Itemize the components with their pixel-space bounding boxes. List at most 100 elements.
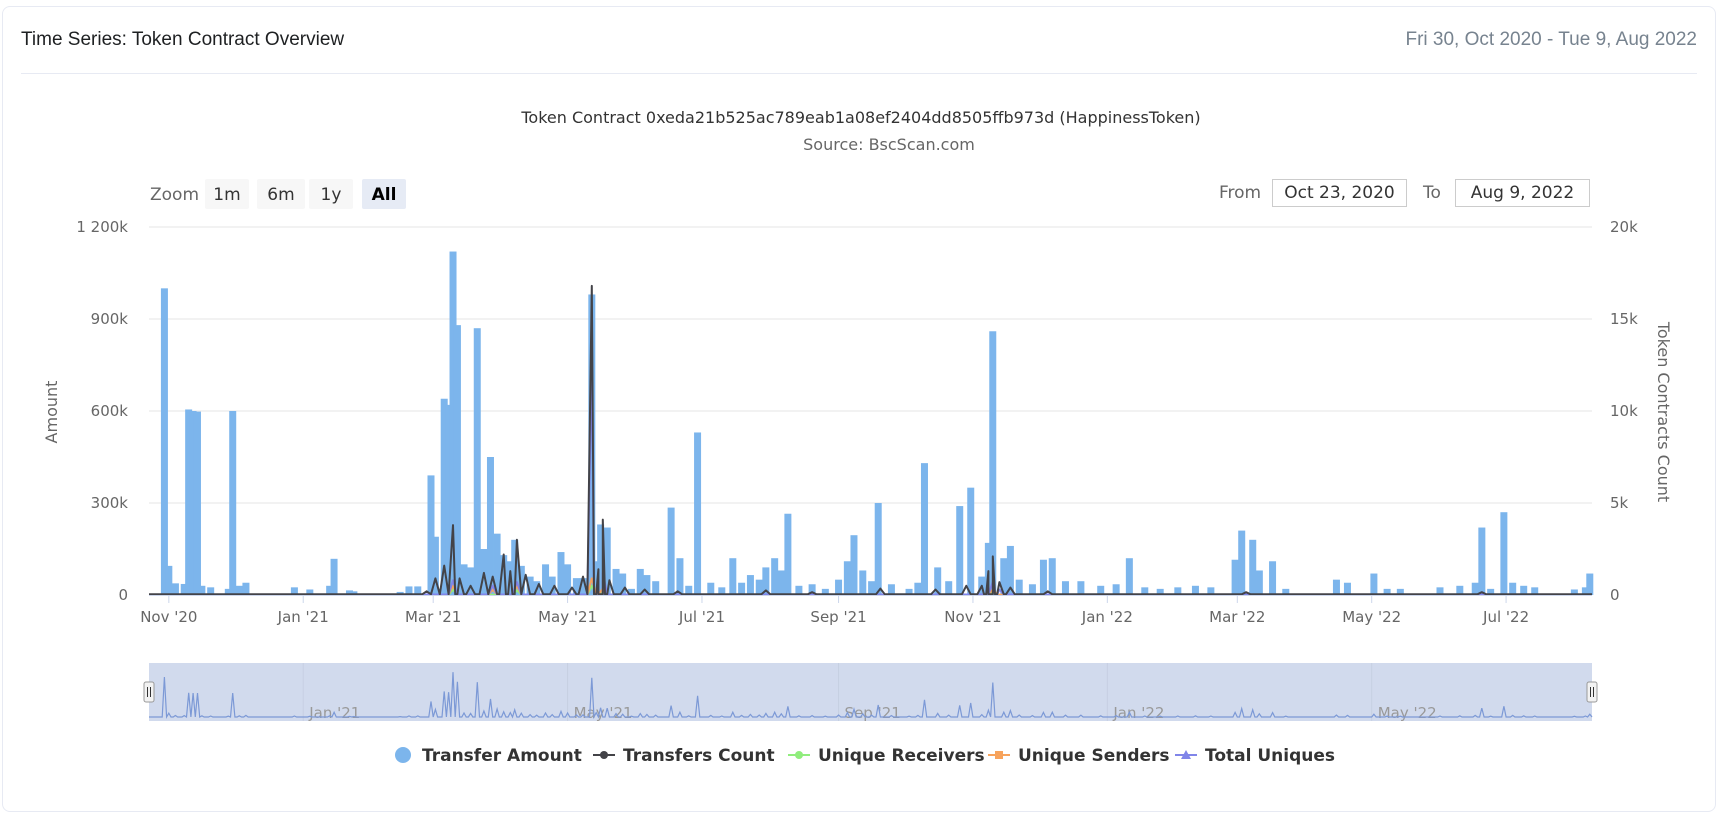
legend-item-unique-senders[interactable]: Unique Senders [988, 746, 1170, 766]
transfer-amount-bar[interactable] [1370, 573, 1378, 595]
transfer-amount-bar[interactable] [1048, 558, 1056, 595]
navigator-handle-left[interactable] [143, 681, 155, 703]
zoom-button-all[interactable]: All [362, 179, 406, 209]
transfer-amount-bar[interactable] [1471, 582, 1479, 595]
transfer-amount-bar[interactable] [1231, 559, 1239, 595]
transfer-amount-bar[interactable] [564, 564, 572, 595]
transfer-amount-bar[interactable] [526, 576, 534, 595]
transfer-amount-bar[interactable] [1077, 581, 1085, 595]
transfer-amount-bar[interactable] [619, 573, 627, 595]
transfer-amount-bar[interactable] [350, 591, 358, 595]
transfer-amount-bar[interactable] [1156, 588, 1164, 595]
transfer-amount-bar[interactable] [1141, 587, 1149, 595]
transfer-amount-bar[interactable] [486, 457, 494, 595]
to-date-input[interactable]: Aug 9, 2022 [1455, 179, 1590, 207]
transfer-amount-bar[interactable] [729, 558, 737, 595]
transfer-amount-bar[interactable] [326, 585, 334, 595]
transfer-amount-bar[interactable] [542, 564, 550, 595]
navigator-handle-right[interactable] [1586, 681, 1598, 703]
transfer-amount-bar[interactable] [1282, 588, 1290, 595]
transfer-amount-bar[interactable] [934, 567, 942, 595]
transfer-amount-bar[interactable] [676, 558, 684, 595]
transfer-amount-bar[interactable] [603, 527, 611, 595]
total-uniques-line[interactable] [149, 358, 1592, 596]
legend-item-transfer-amount[interactable]: Transfer Amount [395, 746, 582, 766]
transfer-amount-bar[interactable] [1520, 585, 1528, 595]
transfer-amount-bar[interactable] [229, 411, 237, 595]
transfer-amount-bar[interactable] [345, 590, 353, 595]
transfer-amount-bar[interactable] [160, 288, 168, 595]
transfer-amount-bar[interactable] [859, 570, 867, 595]
transfer-amount-bar[interactable] [1531, 587, 1539, 595]
transfer-amount-bar[interactable] [1581, 587, 1589, 595]
transfer-amount-bar[interactable] [440, 398, 448, 595]
transfer-amount-bar[interactable] [636, 568, 644, 595]
transfer-amount-bar[interactable] [431, 536, 439, 595]
transfer-amount-bar[interactable] [473, 328, 481, 595]
transfer-amount-bar[interactable] [235, 585, 243, 595]
transfer-amount-bar[interactable] [517, 565, 525, 595]
transfer-amount-bar[interactable] [460, 564, 468, 595]
transfer-amount-bar[interactable] [945, 581, 953, 595]
transfer-amount-bar[interactable] [1456, 585, 1464, 595]
transfer-amount-bar[interactable] [835, 579, 843, 595]
transfer-amount-bar[interactable] [1249, 539, 1257, 595]
zoom-button-1m[interactable]: 1m [205, 179, 249, 209]
transfer-amount-bar[interactable] [868, 581, 876, 595]
transfer-amount-bar[interactable] [718, 587, 726, 595]
transfer-amount-bar[interactable] [557, 552, 565, 595]
transfer-amount-bar[interactable] [755, 579, 763, 595]
transfer-amount-bar[interactable] [1112, 584, 1120, 595]
transfer-amount-bar[interactable] [1570, 589, 1578, 595]
zoom-button-6m[interactable]: 6m [257, 179, 305, 209]
transfer-amount-bar[interactable] [738, 582, 746, 595]
transfer-amount-bar[interactable] [707, 582, 715, 595]
transfer-amount-bar[interactable] [189, 411, 197, 595]
transfer-amount-bar[interactable] [171, 583, 179, 595]
transfer-amount-bar[interactable] [1191, 585, 1199, 595]
transfer-amount-bar[interactable] [1174, 587, 1182, 595]
transfers-count-line[interactable] [149, 284, 1592, 596]
transfer-amount-bar[interactable] [445, 404, 453, 595]
legend-item-unique-receivers[interactable]: Unique Receivers [788, 746, 985, 766]
zoom-button-1y[interactable]: 1y [309, 179, 353, 209]
transfer-amount-bar[interactable] [1255, 570, 1263, 595]
transfer-amount-bar[interactable] [453, 325, 461, 595]
transfer-amount-bar[interactable] [746, 575, 754, 595]
transfer-amount-bar[interactable] [989, 331, 997, 595]
transfer-amount-bar[interactable] [1332, 579, 1340, 595]
transfer-amount-bar[interactable] [887, 584, 895, 595]
transfer-amount-bar[interactable] [643, 575, 651, 595]
transfer-amount-bar[interactable] [1396, 588, 1404, 595]
transfer-amount-bar[interactable] [762, 567, 770, 595]
transfer-amount-bar[interactable] [1478, 527, 1486, 595]
transfer-amount-bar[interactable] [1500, 512, 1508, 595]
transfer-amount-bar[interactable] [1000, 558, 1008, 595]
transfer-amount-bar[interactable] [592, 561, 600, 595]
transfer-amount-bar[interactable] [967, 487, 975, 595]
transfer-amount-bar[interactable] [1125, 558, 1133, 595]
transfer-amount-bar[interactable] [185, 409, 193, 595]
transfer-amount-bar[interactable] [493, 533, 501, 595]
transfer-amount-bar[interactable] [180, 583, 188, 595]
transfer-amount-bar[interactable] [1383, 588, 1391, 595]
transfer-amount-bar[interactable] [414, 586, 422, 595]
transfer-amount-bar[interactable] [1028, 584, 1036, 595]
transfer-amount-bar[interactable] [1207, 587, 1215, 595]
transfer-amount-bar[interactable] [874, 503, 882, 595]
transfer-amount-bar[interactable] [694, 432, 702, 595]
transfer-amount-bar[interactable] [1006, 545, 1014, 595]
transfer-amount-bar[interactable] [449, 251, 457, 596]
transfer-amount-bar[interactable] [548, 576, 556, 595]
transfer-amount-bar[interactable] [984, 542, 992, 595]
transfer-amount-bar[interactable] [579, 578, 587, 595]
transfer-amount-bar[interactable] [1586, 573, 1594, 595]
transfer-amount-bar[interactable] [821, 588, 829, 595]
transfer-amount-bar[interactable] [652, 581, 660, 595]
transfer-amount-bar[interactable] [427, 475, 435, 595]
transfer-amount-bar[interactable] [1343, 582, 1351, 595]
transfer-amount-bar[interactable] [1061, 581, 1069, 595]
transfer-amount-bar[interactable] [1039, 559, 1047, 595]
transfer-amount-bar[interactable] [1509, 582, 1517, 595]
transfer-amount-bar[interactable] [667, 507, 675, 595]
